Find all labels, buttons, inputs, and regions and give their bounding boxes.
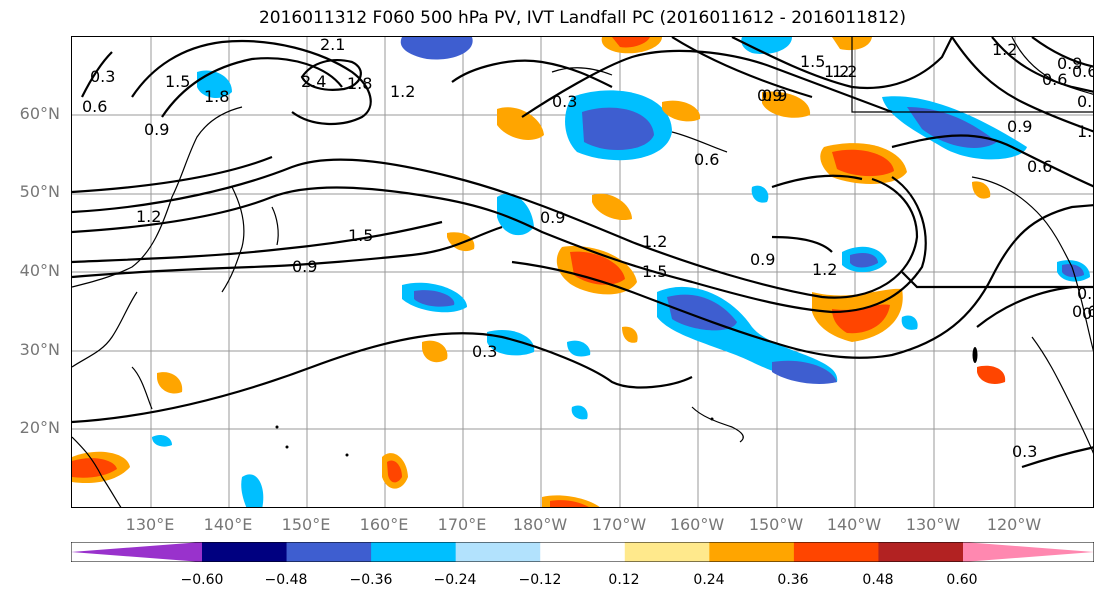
contour-label: 0.6 [82, 97, 107, 116]
colorbar [71, 542, 1094, 562]
contour-label: 0.6 [1072, 62, 1094, 81]
contour-label: 1.2 [136, 207, 161, 226]
contour-label: 1.5 [800, 52, 825, 71]
colorbar-extend-min [71, 542, 202, 562]
lat-label-40: 40°N [19, 261, 60, 280]
contour-label: 1.5 [348, 226, 373, 245]
contour-label: 0.3 [1012, 442, 1037, 461]
coastline-details [275, 347, 978, 457]
lon-label-150w: 150°W [748, 515, 804, 534]
contour-label: 0.6 [1042, 70, 1067, 89]
contour-label: 0.9 [540, 208, 565, 227]
contour-label: 0.9 [292, 257, 317, 276]
contour-label: 2.4 [301, 72, 326, 91]
colorbar-tick: 0.36 [777, 572, 809, 588]
colorbar-tick: −0.60 [180, 572, 224, 588]
colorbar-tick: −0.24 [433, 572, 477, 588]
lon-label-130e: 130°E [125, 515, 175, 534]
colorbar-tick: 0.48 [862, 572, 894, 588]
lon-label-120w: 120°W [986, 515, 1042, 534]
colorbar-extend-max [963, 542, 1094, 562]
contour-label: 0.3 [1077, 284, 1094, 303]
lat-label-50: 50°N [19, 182, 60, 201]
lat-label-30: 30°N [19, 340, 60, 359]
contour-label: 1.8 [1077, 122, 1094, 141]
contour-label: 0.3 [90, 67, 115, 86]
contour-label: 1.2 [832, 62, 857, 81]
contour-label: 1.2 [642, 232, 667, 251]
contour-label: 1.2 [812, 260, 837, 279]
contour-label: 1.2 [992, 40, 1017, 59]
lon-label-160w: 160°W [669, 515, 725, 534]
colorbar-segment [709, 542, 795, 562]
lon-label-180w: 180°W [512, 515, 568, 534]
contour-label: 0.9 [144, 120, 169, 139]
colorbar-tick: 0.24 [693, 572, 725, 588]
lon-label-140e: 140°E [203, 515, 253, 534]
contour-label: 0.6 [1027, 157, 1052, 176]
lon-label-160e: 160°E [359, 515, 409, 534]
map-panel[interactable]: 2.1 2.4 1.8 1.5 1.8 1.2 0.9 0.6 0.3 1.2 … [71, 36, 1094, 508]
colorbar-segments [71, 542, 1094, 562]
colorbar-segment [540, 542, 626, 562]
colorbar-segment [793, 542, 879, 562]
lat-label-60: 60°N [19, 104, 60, 123]
lat-label-20: 20°N [19, 418, 60, 437]
contour-label: 0.6 [1072, 302, 1094, 321]
map-canvas: 2.1 2.4 1.8 1.5 1.8 1.2 0.9 0.6 0.3 1.2 … [72, 37, 1094, 507]
colorbar-segment [286, 542, 372, 562]
colorbar-tick: −0.12 [518, 572, 562, 588]
contour-label: 2.1 [320, 37, 345, 54]
contour-label: 0.9 [757, 86, 782, 105]
contour-label: 0.3 [472, 342, 497, 361]
coastlines [72, 37, 1093, 507]
contour-label: 0.6 [1082, 304, 1094, 323]
map-title: 2016011312 F060 500 hPa PV, IVT Landfall… [258, 8, 906, 28]
lon-label-130w: 130°W [905, 515, 961, 534]
contour-label: 0.9 [762, 86, 787, 105]
colorbar-segment [371, 542, 457, 562]
colorbar-tick: 0.12 [608, 572, 640, 588]
contour-label: 0.3 [552, 92, 577, 111]
lon-label-170w: 170°W [591, 515, 647, 534]
lon-label-170e: 170°E [437, 515, 487, 534]
colorbar-segment [878, 542, 964, 562]
contour-label: 0.6 [694, 150, 719, 169]
contour-label: 1.8 [204, 87, 229, 106]
pv-contours [72, 37, 1093, 469]
contour-label: 1.5 [165, 72, 190, 91]
contour-label: 0.9 [1057, 54, 1082, 73]
contour-label: 1.2 [824, 62, 849, 81]
lon-label-140w: 140°W [826, 515, 882, 534]
colorbar-segment [202, 542, 288, 562]
contour-label: 1.8 [347, 74, 372, 93]
lon-label-150e: 150°E [281, 515, 331, 534]
contour-label: 0.6 [1077, 92, 1094, 111]
contour-label: 1.2 [390, 82, 415, 101]
contour-label: 0.9 [750, 250, 775, 269]
colorbar-tick: −0.36 [349, 572, 393, 588]
colorbar-segment [624, 542, 710, 562]
contour-label: 0.9 [1007, 117, 1032, 136]
contour-label: 1.5 [642, 262, 667, 281]
colorbar-tick: 0.60 [946, 572, 978, 588]
contour-labels: 2.1 2.4 1.8 1.5 1.8 1.2 0.9 0.6 0.3 1.2 … [82, 37, 1094, 461]
colorbar-tick: −0.48 [264, 572, 308, 588]
colorbar-segment [455, 542, 541, 562]
